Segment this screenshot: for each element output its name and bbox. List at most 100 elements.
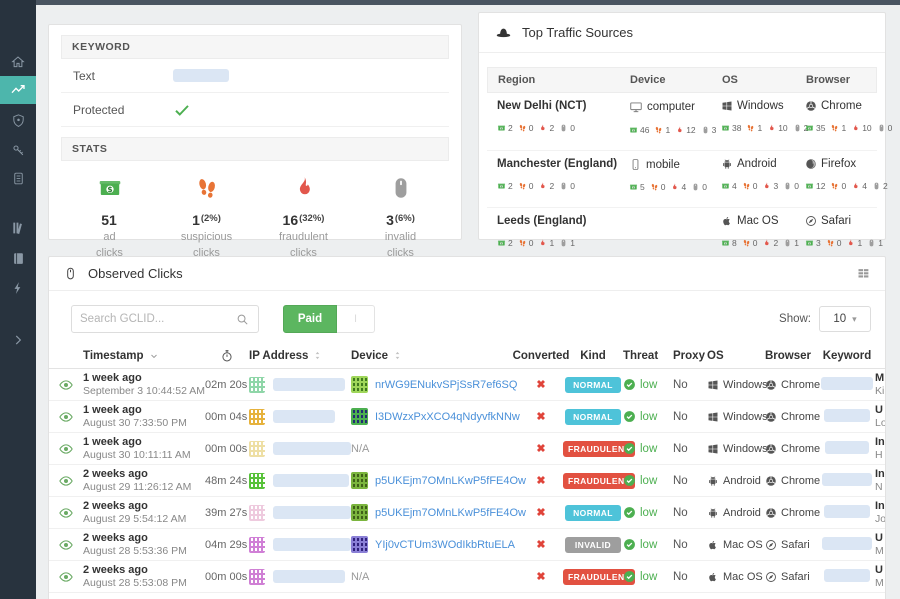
device-na: N/A xyxy=(351,443,369,455)
text-label: Text xyxy=(73,69,173,83)
proxy-cell: No xyxy=(673,507,707,519)
sidebar-item-bolt[interactable] xyxy=(0,274,36,302)
mini-stat-value: 0 xyxy=(841,181,846,191)
sidebar-item-chart[interactable] xyxy=(0,76,36,104)
converted-x-icon: ✖ xyxy=(536,507,545,519)
stat-value: 3 xyxy=(386,212,394,228)
sidebar-item-book[interactable] xyxy=(0,244,36,272)
threat-cell: low xyxy=(623,570,673,583)
col-kind: Kind xyxy=(563,350,623,362)
android-icon xyxy=(707,507,719,519)
browser-cell: Safari xyxy=(765,571,819,583)
mini-stat-value: 0 xyxy=(529,181,534,191)
protected-check-icon xyxy=(173,101,191,119)
stat-label-line1: fraudulent xyxy=(255,230,352,244)
traffic-name: Mac OS xyxy=(737,215,779,227)
threat-level: low xyxy=(640,475,657,487)
search-icon[interactable] xyxy=(235,312,250,327)
shield-check-icon xyxy=(623,378,636,391)
view-click-eye-icon[interactable] xyxy=(58,377,74,393)
traffic-cell: Manchester (England) $2020 xyxy=(487,158,619,200)
duration-cell: 00m 04s xyxy=(205,411,249,423)
device-id-link[interactable]: p5UKEjm7OMnLKwP5fFE4Ow xyxy=(375,475,526,487)
traffic-name: Android xyxy=(737,158,777,170)
mouse-icon xyxy=(872,173,881,199)
mini-stat-value: 10 xyxy=(778,123,787,133)
view-click-eye-icon[interactable] xyxy=(58,569,74,585)
table-row[interactable]: 2 weeks ago NORMAL In xyxy=(49,593,885,599)
page-size-select[interactable]: 10 ▾ xyxy=(819,306,871,332)
browser-cell: Chrome xyxy=(765,507,819,519)
keyword-value-redacted xyxy=(822,473,872,486)
col-ip-address[interactable]: IP Address xyxy=(249,350,351,362)
apple-icon xyxy=(721,215,733,227)
timestamp-cell: 2 weeks ago August 28 5:53:08 PM xyxy=(83,564,205,589)
table-row[interactable]: 2 weeks ago August 29 5:54:12 AM 39m 27s… xyxy=(49,497,885,529)
money-icon: $ xyxy=(497,230,506,256)
table-row[interactable]: 2 weeks ago August 28 5:53:36 PM 04m 29s… xyxy=(49,529,885,561)
device-identicon xyxy=(351,376,368,393)
mini-stat-value: 0 xyxy=(529,238,534,248)
device-id-link[interactable]: YIj0vCTUm3WOdIkbRtuELA xyxy=(375,539,515,551)
mouse-icon xyxy=(877,115,886,141)
table-row[interactable]: 2 weeks ago August 28 5:53:08 PM 00m 00s… xyxy=(49,561,885,593)
table-row[interactable]: 1 week ago August 30 7:33:50 PM 00m 04s … xyxy=(49,401,885,433)
paid-filter-button[interactable]: Paid xyxy=(283,305,337,333)
stat-value: 16 xyxy=(283,212,299,228)
browser-cell: Chrome xyxy=(765,411,819,423)
col-timestamp[interactable]: Timestamp xyxy=(83,350,205,362)
sidebar-item-library[interactable] xyxy=(0,214,36,242)
view-click-eye-icon[interactable] xyxy=(58,441,74,457)
traffic-row: Manchester (England) $2020 mobile $5040 … xyxy=(487,151,877,208)
device-id-link[interactable]: I3DWzxPxXCO4qNdyvfkNNw xyxy=(375,411,520,423)
mini-stat-value: 2 xyxy=(549,123,554,133)
proxy-cell: No xyxy=(673,443,707,455)
timestamp-cell: 1 week ago August 30 7:33:50 PM xyxy=(83,404,205,429)
mini-stat-value: 12 xyxy=(816,181,825,191)
view-click-eye-icon[interactable] xyxy=(58,537,74,553)
android-icon xyxy=(707,475,719,487)
clicks-panel-title: Observed Clicks xyxy=(88,266,183,281)
stat-percent: (32%) xyxy=(299,213,324,224)
converted-x-icon: ✖ xyxy=(536,443,545,455)
device-cell: p5UKEjm7OMnLKwP5fFE4Ow xyxy=(351,504,519,521)
keyword-protected-row: Protected xyxy=(61,93,449,127)
view-click-eye-icon[interactable] xyxy=(58,505,74,521)
search-box[interactable] xyxy=(71,305,259,333)
sidebar-item-chevron-right[interactable] xyxy=(0,326,36,354)
view-click-eye-icon[interactable] xyxy=(58,409,74,425)
table-row[interactable]: 1 week ago September 3 10:44:52 AM 02m 2… xyxy=(49,369,885,401)
os-cell: Windows xyxy=(707,443,765,455)
stat-item: 1(2%) suspicious clicks xyxy=(158,175,255,260)
footprints-icon xyxy=(654,117,663,143)
sidebar-item-key[interactable] xyxy=(0,136,36,164)
col-device: Device xyxy=(620,74,712,86)
device-cell: I3DWzxPxXCO4qNdyvfkNNw xyxy=(351,408,519,425)
device-id-link[interactable]: p5UKEjm7OMnLKwP5fFE4Ow xyxy=(375,507,526,519)
secondary-filter-button[interactable]: I xyxy=(337,305,375,333)
table-columns-icon[interactable] xyxy=(856,266,871,281)
device-id-link[interactable]: nrWG9ENukvSPjSsR7ef6SQ xyxy=(375,379,517,391)
table-row[interactable]: 1 week ago August 30 10:11:11 AM 00m 00s… xyxy=(49,433,885,465)
mini-stat-value: 0 xyxy=(570,181,575,191)
traffic-name: Firefox xyxy=(821,158,856,170)
mouse-icon xyxy=(783,173,792,199)
search-input[interactable] xyxy=(80,313,235,325)
ip-value-redacted xyxy=(273,474,349,487)
sidebar-item-home[interactable] xyxy=(0,48,36,76)
threat-level: low xyxy=(640,571,657,583)
ip-identicon xyxy=(249,409,265,425)
sidebar-item-shield[interactable] xyxy=(0,106,36,134)
sidebar-item-server[interactable] xyxy=(0,164,36,192)
threat-cell: low xyxy=(623,506,673,519)
threat-cell: low xyxy=(623,378,673,391)
shield-check-icon xyxy=(623,506,636,519)
sort-desc-icon xyxy=(148,350,160,362)
traffic-cell: Android $4030 xyxy=(711,158,795,200)
table-row[interactable]: 2 weeks ago August 29 11:26:12 AM 48m 24… xyxy=(49,465,885,497)
ip-cell xyxy=(249,505,351,521)
keyword-text-value-redacted xyxy=(173,69,229,82)
col-device[interactable]: Device xyxy=(351,350,519,362)
page-size-value: 10 xyxy=(833,313,846,325)
view-click-eye-icon[interactable] xyxy=(58,473,74,489)
